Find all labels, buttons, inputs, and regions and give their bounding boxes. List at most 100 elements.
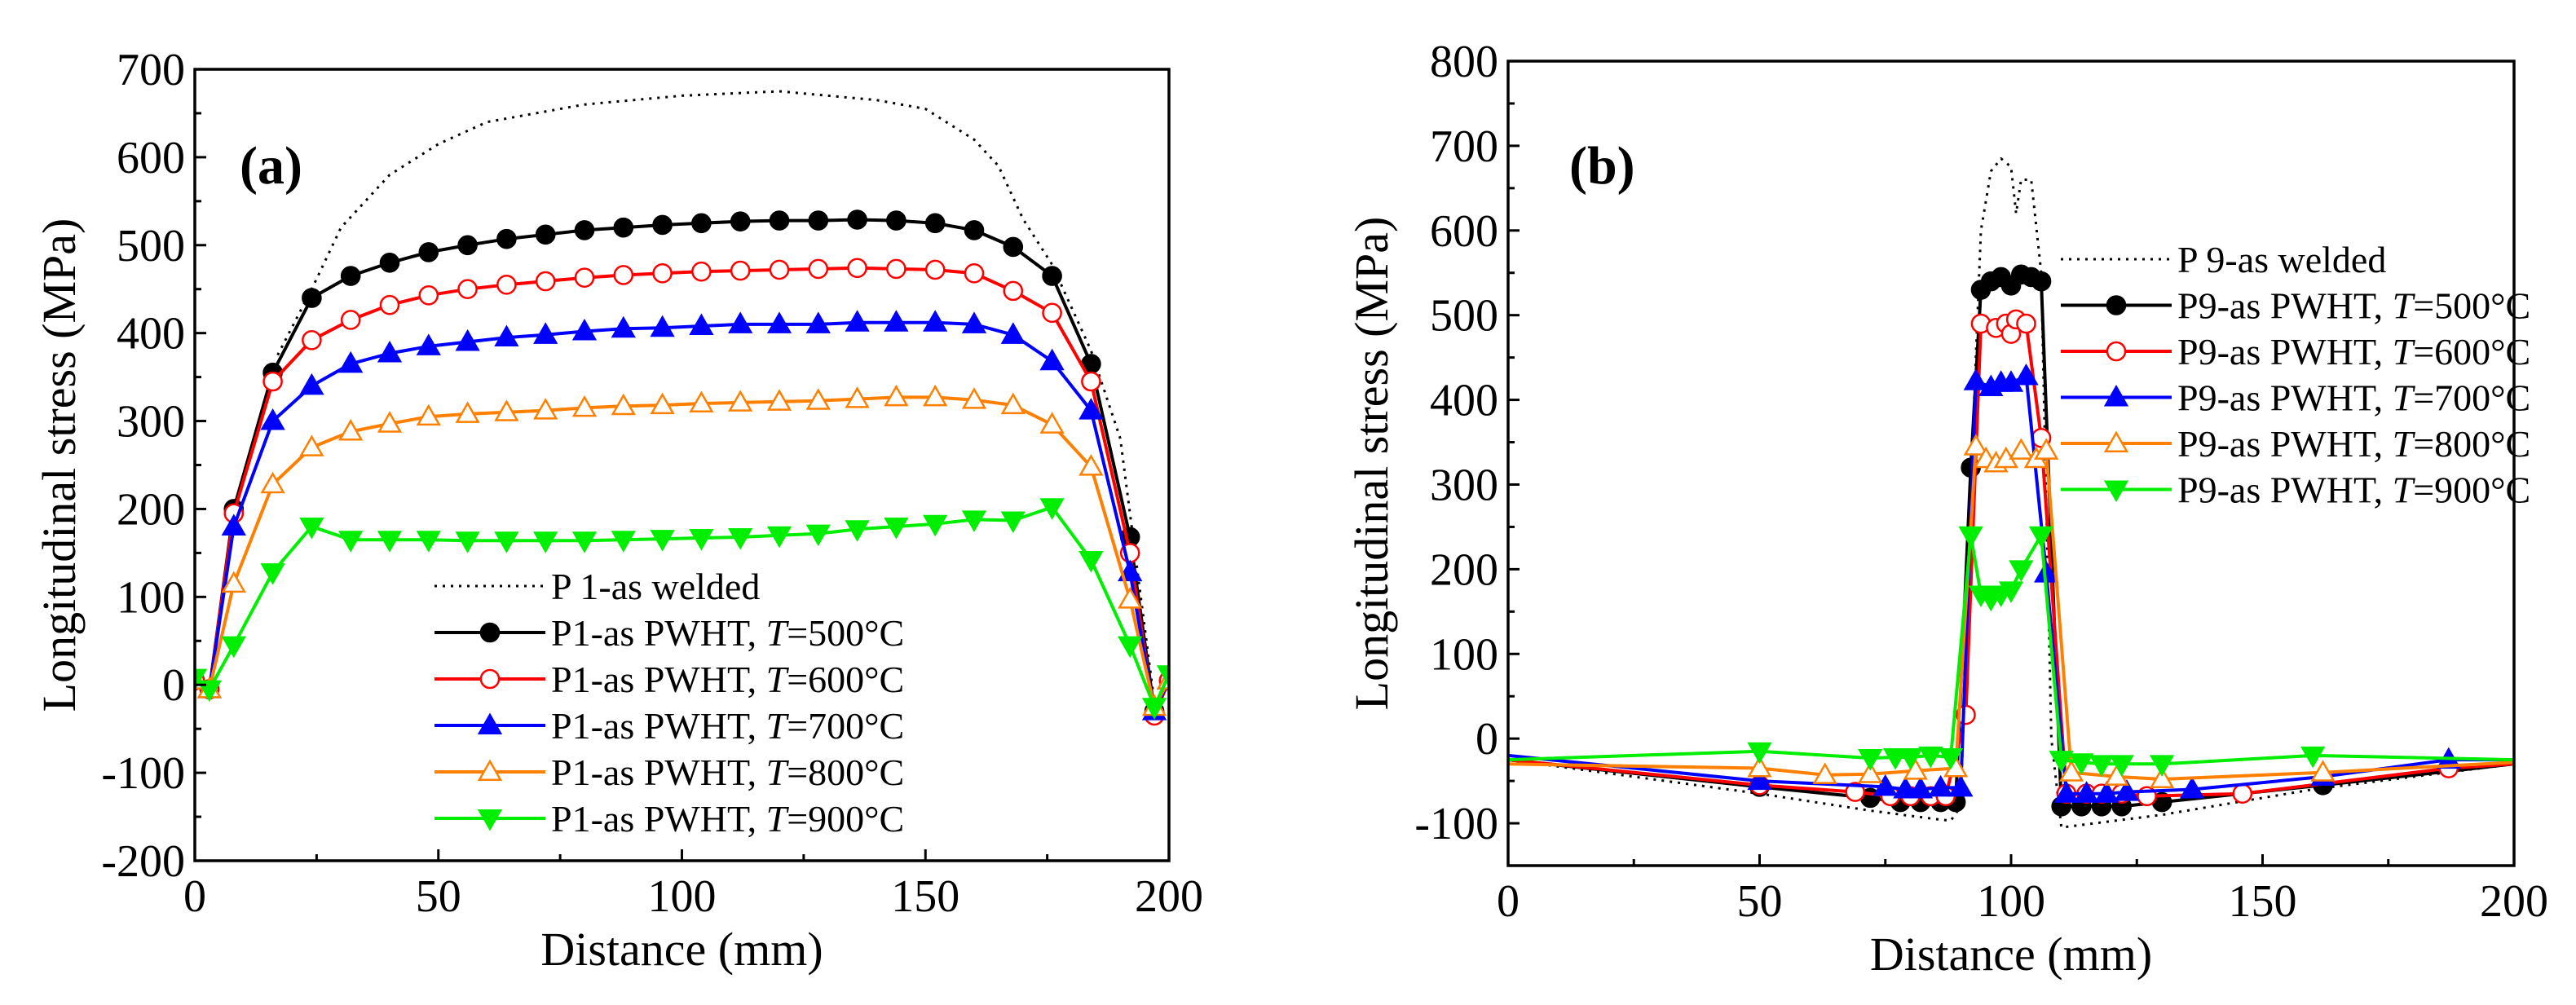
- data-point: [1039, 348, 1065, 371]
- data-point: [808, 258, 829, 280]
- legend-label: P 1-as welded: [551, 566, 760, 607]
- legend-label-suffix: =900°C: [2413, 469, 2530, 511]
- y-tick-label: 700: [1430, 121, 1498, 172]
- data-point: [1963, 368, 1988, 390]
- legend-label: P 9-as welded: [2177, 239, 2386, 280]
- legend-label: P1-as PWHT, T=600°C: [551, 659, 904, 700]
- legend-label-prefix: P1-as PWHT,: [551, 798, 766, 840]
- data-point: [455, 401, 480, 423]
- data-point: [457, 279, 478, 300]
- x-tick-label: 50: [416, 871, 461, 922]
- data-point: [1039, 412, 1065, 434]
- legend-label: P9-as PWHT, T=600°C: [2177, 331, 2530, 372]
- data-point: [262, 371, 283, 392]
- data-point: [496, 275, 517, 295]
- y-tick-label: -100: [1414, 799, 1498, 849]
- data-point: [533, 398, 558, 420]
- data-point: [1898, 748, 1923, 770]
- data-point: [1003, 236, 1024, 258]
- data-point: [964, 220, 985, 240]
- data-point: [611, 393, 636, 416]
- data-point: [1858, 749, 1883, 771]
- data-point: [340, 310, 361, 330]
- data-point: [574, 220, 595, 240]
- legend-label: P9-as PWHT, T=700°C: [2177, 377, 2530, 419]
- data-point: [418, 242, 439, 262]
- data-point: [1003, 280, 1024, 302]
- data-point: [379, 253, 400, 273]
- x-tick-label: 0: [183, 871, 206, 922]
- data-point: [2109, 755, 2134, 777]
- series-line-3: [195, 320, 1169, 713]
- data-point: [1918, 746, 1943, 769]
- data-point: [1882, 748, 1908, 770]
- series-line-5: [1508, 533, 2514, 766]
- data-point: [2058, 760, 2084, 782]
- legend-item: P1-as PWHT, T=700°C: [434, 705, 904, 747]
- data-point: [338, 418, 364, 441]
- legend-label: P1-as PWHT, T=500°C: [551, 612, 904, 654]
- legend-label: P1-as PWHT, T=900°C: [551, 798, 904, 840]
- legend-item: P9-as PWHT, T=500°C: [2061, 285, 2530, 327]
- chart-panel-a: -200 -100 0 100 200 300 400 500 600 700 0 50 100 150 2…: [33, 45, 1203, 976]
- y-tick-label: 500: [117, 221, 185, 271]
- data-point: [535, 224, 556, 245]
- data-point: [1118, 559, 1143, 582]
- y-tick-label: 400: [1430, 376, 1498, 426]
- data-point: [884, 518, 909, 540]
- legend-label-variable: T: [766, 752, 790, 793]
- legend-label-suffix: =600°C: [787, 659, 904, 700]
- data-point: [652, 263, 673, 284]
- data-point: [886, 210, 906, 231]
- panel-label: (b): [1569, 136, 1635, 196]
- y-axis-title: Longitudinal stress (MPa): [1345, 217, 1398, 711]
- data-point: [457, 235, 478, 256]
- data-point: [533, 531, 558, 553]
- data-point: [533, 322, 558, 344]
- data-point: [923, 384, 948, 407]
- legend-label-suffix: =900°C: [787, 798, 904, 840]
- legend-item: P1-as PWHT, T=800°C: [434, 752, 904, 793]
- data-point: [2014, 363, 2039, 386]
- data-point: [691, 213, 712, 234]
- data-point: [611, 531, 636, 553]
- legend-label-variable: T: [766, 612, 790, 654]
- data-point: [535, 271, 556, 292]
- data-point: [221, 571, 246, 593]
- data-point: [571, 395, 598, 417]
- legend-item: P9-as PWHT, T=600°C: [2061, 331, 2530, 372]
- data-point: [923, 514, 948, 537]
- legend-label: P1-as PWHT, T=700°C: [551, 705, 904, 747]
- data-point: [845, 520, 870, 542]
- data-point: [2149, 766, 2175, 789]
- series-line-0: [1508, 157, 2514, 829]
- data-point: [416, 403, 441, 426]
- y-tick-label: 700: [117, 45, 185, 95]
- data-point: [2009, 438, 2034, 460]
- data-point: [571, 318, 598, 341]
- x-axis-title: Distance (mm): [540, 923, 823, 976]
- data-point: [730, 260, 751, 281]
- data-point: [2114, 779, 2140, 801]
- legend-label-variable: T: [2393, 469, 2416, 511]
- data-point: [1078, 551, 1104, 573]
- data-point: [1118, 636, 1143, 659]
- data-point: [260, 563, 285, 585]
- data-point: [2074, 781, 2099, 803]
- legend-label-suffix: =500°C: [2413, 285, 2530, 327]
- data-point: [1928, 774, 1953, 797]
- data-point: [2049, 751, 2074, 773]
- x-tick-label: 100: [648, 871, 717, 922]
- data-point: [1747, 768, 1772, 791]
- data-point: [1039, 498, 1065, 520]
- y-tick-label: 600: [117, 133, 185, 183]
- data-point: [455, 531, 480, 553]
- chart-panel-b: -100 0 100 200 300 400 500 600 700 800 0 50 100 150 20…: [1345, 37, 2548, 981]
- data-point: [1118, 587, 1143, 609]
- data-point: [2016, 313, 2036, 334]
- data-point: [650, 530, 675, 552]
- data-point: [650, 392, 675, 415]
- data-point: [2069, 753, 2094, 775]
- data-point: [884, 310, 909, 332]
- legend: P 1-as welded P1-as PWHT, T=500°C P1-as PW…: [434, 566, 904, 840]
